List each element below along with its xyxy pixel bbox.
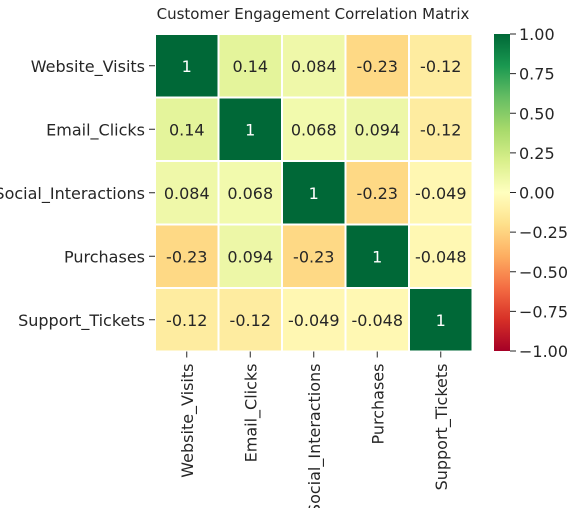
cell-value-label: -0.12 [420, 57, 461, 76]
heatmap-cell [281, 96, 347, 162]
cell-value-label: -0.12 [230, 311, 271, 330]
heatmap-cells: 1 0.14 0.084 -0.23 -0.12 0.14 1 0.068 0.094 -0.12… [154, 33, 474, 353]
heatmap-cell [217, 287, 283, 353]
cell-value-label: 0.094 [354, 120, 400, 139]
cell-value-label: 0.094 [227, 247, 273, 266]
column-label: Website_Visits [178, 364, 198, 478]
heatmap-cell [344, 160, 410, 226]
cell-value-label: 0.14 [169, 120, 205, 139]
row-label: Social_Interactions [0, 184, 145, 204]
cell-value-label: 1 [182, 57, 192, 76]
heatmap-cell [217, 33, 283, 99]
column-label: Support_Tickets [432, 364, 452, 491]
cell-value-label: 1 [309, 184, 319, 203]
heatmap-cell [344, 223, 410, 289]
column-labels: Website_Visits Email_Clicks Social_Interac… [178, 351, 452, 508]
cell-value-label: -0.23 [293, 247, 334, 266]
row-label: Support_Tickets [18, 311, 145, 331]
colorbar-gradient [494, 34, 510, 351]
cell-value-label: -0.12 [420, 120, 461, 139]
cell-value-label: 0.084 [164, 184, 210, 203]
cell-value-label: -0.049 [288, 311, 340, 330]
heatmap-cell [217, 160, 283, 226]
row-label: Email_Clicks [46, 120, 145, 140]
cell-value-label: -0.048 [351, 311, 403, 330]
colorbar-tick-label: −0.75 [519, 302, 568, 321]
row-labels: Website_Visits Email_Clicks Social_Interac… [0, 57, 155, 331]
heatmap-cell [217, 223, 283, 289]
colorbar-tick-label: 0.75 [519, 65, 555, 84]
cell-value-label: 1 [436, 311, 446, 330]
cell-value-label: 0.068 [227, 184, 273, 203]
heatmap-cell [408, 223, 474, 289]
cell-value-label: -0.23 [357, 57, 398, 76]
cell-value-label: 0.14 [232, 57, 268, 76]
colorbar-tick-label: −1.00 [519, 342, 568, 361]
colorbar-tick-label: 0.00 [519, 184, 555, 203]
cell-value-label: -0.23 [166, 247, 207, 266]
colorbar-tick-label: 0.25 [519, 144, 555, 163]
colorbar-tick-label: 1.00 [519, 25, 555, 44]
cell-value-label: -0.23 [357, 184, 398, 203]
row-label: Website_Visits [31, 57, 145, 77]
cell-value-label: 0.084 [291, 57, 337, 76]
heatmap-cell [408, 96, 474, 162]
cell-value-label: -0.12 [166, 311, 207, 330]
cell-value-label: -0.048 [415, 247, 467, 266]
column-label: Email_Clicks [241, 364, 261, 463]
colorbar-tick-label: −0.25 [519, 223, 568, 242]
column-label: Purchases [368, 364, 387, 445]
colorbar-tick-label: −0.50 [519, 263, 568, 282]
colorbar-tick-label: 0.50 [519, 104, 555, 123]
column-label: Social_Interactions [305, 364, 325, 508]
colorbar: 1.00 0.75 0.50 0.25 0.00 −0.25 −0.50 −0.75 −1.00 [494, 25, 568, 361]
heatmap-cell [281, 287, 347, 353]
cell-value-label: -0.049 [415, 184, 467, 203]
cell-value-label: 0.068 [291, 120, 337, 139]
chart-title: Customer Engagement Correlation Matrix [157, 5, 470, 23]
cell-value-label: 1 [372, 247, 382, 266]
row-label: Purchases [64, 247, 145, 266]
cell-value-label: 1 [245, 120, 255, 139]
